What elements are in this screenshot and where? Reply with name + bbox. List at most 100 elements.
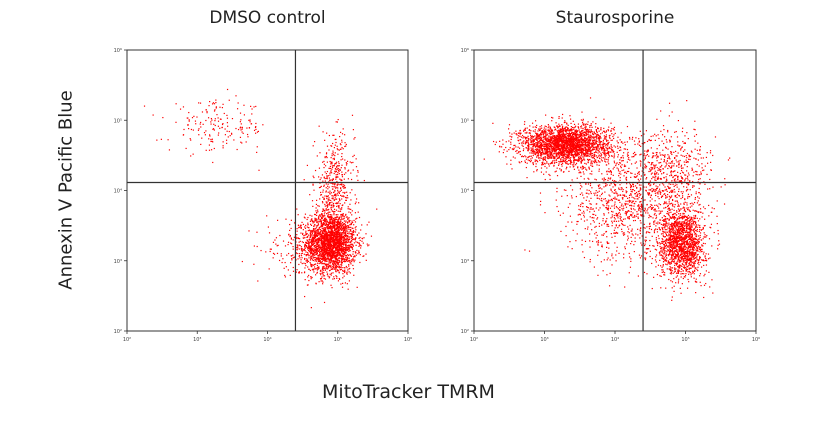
data-point bbox=[335, 227, 338, 230]
data-point bbox=[567, 163, 570, 165]
data-point bbox=[570, 160, 572, 162]
data-point bbox=[303, 262, 305, 264]
data-point bbox=[327, 260, 329, 262]
data-point bbox=[332, 230, 334, 232]
data-point bbox=[338, 266, 340, 269]
data-point bbox=[334, 193, 336, 196]
data-point bbox=[513, 147, 515, 149]
data-point bbox=[337, 242, 339, 244]
data-point bbox=[552, 132, 554, 134]
data-point bbox=[308, 279, 310, 282]
data-point bbox=[324, 205, 326, 207]
data-point bbox=[313, 241, 315, 243]
data-point bbox=[582, 123, 584, 125]
data-point bbox=[327, 255, 329, 258]
data-point bbox=[338, 241, 340, 243]
data-point bbox=[600, 137, 602, 139]
data-point bbox=[337, 214, 339, 216]
data-point bbox=[336, 227, 339, 229]
data-point bbox=[345, 229, 347, 231]
data-point bbox=[322, 229, 324, 231]
data-point bbox=[594, 162, 596, 164]
data-point bbox=[350, 235, 352, 238]
data-point bbox=[326, 175, 328, 177]
data-point bbox=[333, 254, 335, 257]
data-point bbox=[332, 233, 334, 235]
data-point bbox=[582, 120, 584, 122]
data-point bbox=[318, 254, 321, 256]
data-point bbox=[336, 277, 338, 279]
data-point bbox=[324, 243, 326, 245]
data-point bbox=[320, 216, 323, 218]
data-point bbox=[337, 255, 339, 257]
data-point bbox=[318, 205, 320, 207]
data-point bbox=[595, 147, 597, 149]
data-point bbox=[352, 231, 355, 233]
data-point bbox=[348, 241, 350, 244]
data-point bbox=[311, 247, 313, 249]
data-point bbox=[362, 242, 364, 244]
data-point bbox=[314, 263, 317, 265]
data-point bbox=[564, 120, 566, 122]
data-point bbox=[334, 155, 336, 157]
data-point bbox=[324, 236, 326, 238]
data-point bbox=[356, 217, 358, 219]
data-point bbox=[340, 229, 343, 231]
data-point bbox=[347, 226, 349, 228]
data-point bbox=[591, 160, 593, 162]
data-point bbox=[290, 237, 292, 239]
data-point bbox=[306, 246, 308, 249]
data-point bbox=[310, 219, 312, 221]
data-point bbox=[327, 252, 330, 254]
data-point bbox=[569, 133, 571, 135]
data-point bbox=[358, 242, 360, 244]
data-point bbox=[335, 216, 337, 219]
data-point bbox=[175, 121, 177, 123]
data-point bbox=[597, 150, 599, 152]
data-point bbox=[301, 248, 303, 250]
data-point bbox=[357, 242, 359, 244]
data-point bbox=[586, 145, 588, 147]
data-point bbox=[323, 256, 325, 258]
data-point bbox=[340, 237, 343, 239]
data-point bbox=[329, 172, 331, 174]
data-point bbox=[300, 224, 302, 226]
data-point bbox=[310, 278, 312, 280]
data-point bbox=[341, 223, 343, 225]
data-point bbox=[578, 157, 580, 159]
data-point bbox=[316, 258, 318, 260]
data-point bbox=[322, 269, 324, 271]
data-point bbox=[318, 262, 320, 265]
data-point bbox=[318, 266, 320, 268]
data-point bbox=[337, 225, 339, 227]
data-point bbox=[327, 188, 329, 190]
data-point bbox=[578, 142, 580, 144]
data-point bbox=[331, 254, 333, 257]
data-point bbox=[552, 153, 554, 155]
data-point bbox=[560, 146, 563, 148]
data-point bbox=[337, 245, 339, 247]
data-point bbox=[326, 254, 328, 257]
data-point bbox=[186, 117, 188, 119]
data-point bbox=[307, 249, 310, 252]
data-point bbox=[335, 232, 338, 234]
data-point bbox=[235, 95, 237, 97]
data-point bbox=[365, 233, 367, 235]
data-point bbox=[546, 167, 548, 169]
data-point bbox=[311, 232, 313, 235]
data-point bbox=[346, 238, 349, 240]
data-point bbox=[562, 144, 564, 146]
data-point bbox=[349, 203, 351, 205]
data-point bbox=[346, 241, 348, 244]
data-point bbox=[332, 134, 334, 136]
data-point bbox=[292, 257, 294, 259]
data-point bbox=[337, 235, 339, 237]
data-point bbox=[341, 225, 343, 227]
data-point bbox=[318, 176, 320, 178]
data-point bbox=[555, 150, 557, 152]
data-point bbox=[314, 260, 316, 262]
data-point bbox=[335, 224, 337, 226]
data-point bbox=[204, 134, 207, 136]
data-point bbox=[329, 204, 331, 206]
data-point bbox=[352, 251, 354, 253]
